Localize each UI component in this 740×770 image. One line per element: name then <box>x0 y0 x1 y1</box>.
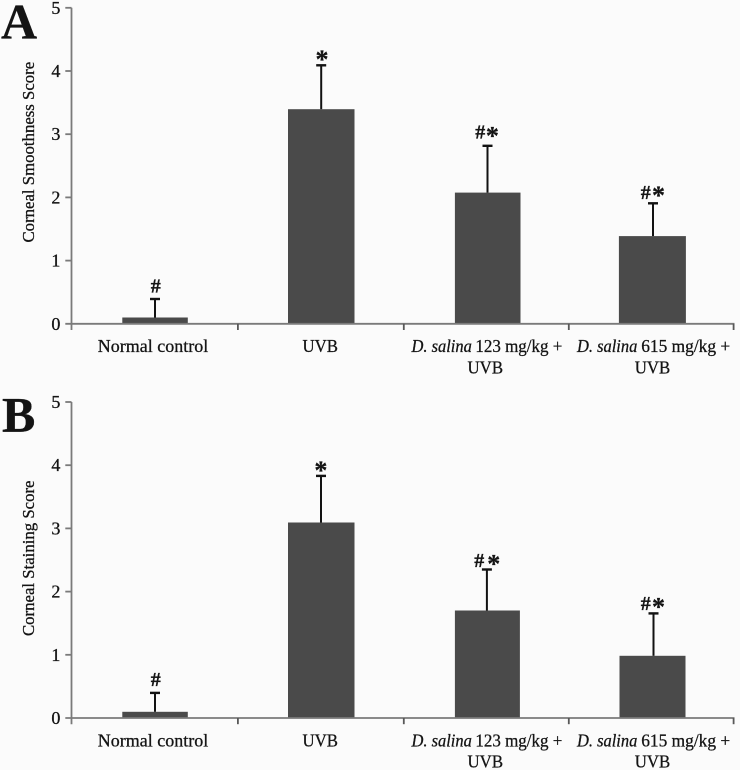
svg-text:Normal control: Normal control <box>98 730 208 750</box>
svg-text:*: * <box>314 456 327 485</box>
svg-text:4: 4 <box>51 455 60 475</box>
svg-text:UVB: UVB <box>635 357 671 377</box>
svg-text:Corneal Staining Score: Corneal Staining Score <box>19 481 38 637</box>
svg-text:UVB: UVB <box>468 357 504 377</box>
svg-text:Normal control: Normal control <box>98 336 208 356</box>
svg-text:D. salina: D. salina <box>411 336 472 356</box>
svg-text:2: 2 <box>51 582 60 602</box>
svg-text:1: 1 <box>51 251 60 271</box>
svg-text:615 mg/kg +: 615 mg/kg + <box>641 730 730 750</box>
svg-text:UVB: UVB <box>302 730 338 750</box>
svg-text:UVB: UVB <box>468 752 504 770</box>
svg-text:*: * <box>316 45 329 74</box>
svg-text:D. salina: D. salina <box>576 730 637 750</box>
svg-text:5: 5 <box>51 392 60 412</box>
svg-text:0: 0 <box>51 314 60 334</box>
svg-text:#: # <box>641 182 651 204</box>
svg-text:2: 2 <box>51 187 60 207</box>
svg-text:#: # <box>641 593 651 615</box>
svg-text:UVB: UVB <box>635 752 671 770</box>
svg-text:*: * <box>652 592 665 621</box>
svg-text:Corneal Smoothness Score: Corneal Smoothness Score <box>19 62 38 243</box>
svg-text:A: A <box>1 0 37 49</box>
svg-text:615 mg/kg +: 615 mg/kg + <box>641 336 730 356</box>
svg-text:4: 4 <box>51 61 60 81</box>
svg-text:123 mg/kg +: 123 mg/kg + <box>475 336 562 356</box>
svg-text:*: * <box>652 181 665 210</box>
svg-text:B: B <box>2 386 35 442</box>
svg-text:D. salina: D. salina <box>411 730 472 750</box>
svg-text:3: 3 <box>51 124 60 144</box>
svg-text:*: * <box>486 122 499 151</box>
svg-text:3: 3 <box>51 518 60 538</box>
svg-text:UVB: UVB <box>302 336 338 356</box>
svg-text:D. salina: D. salina <box>576 336 637 356</box>
svg-text:1: 1 <box>51 645 60 665</box>
svg-text:#: # <box>475 121 485 143</box>
svg-text:123 mg/kg +: 123 mg/kg + <box>475 730 562 750</box>
svg-text:5: 5 <box>51 0 60 18</box>
svg-text:*: * <box>487 549 500 578</box>
svg-text:#: # <box>151 276 161 298</box>
svg-text:#: # <box>151 669 161 691</box>
svg-text:0: 0 <box>51 708 60 728</box>
svg-text:#: # <box>474 550 484 572</box>
